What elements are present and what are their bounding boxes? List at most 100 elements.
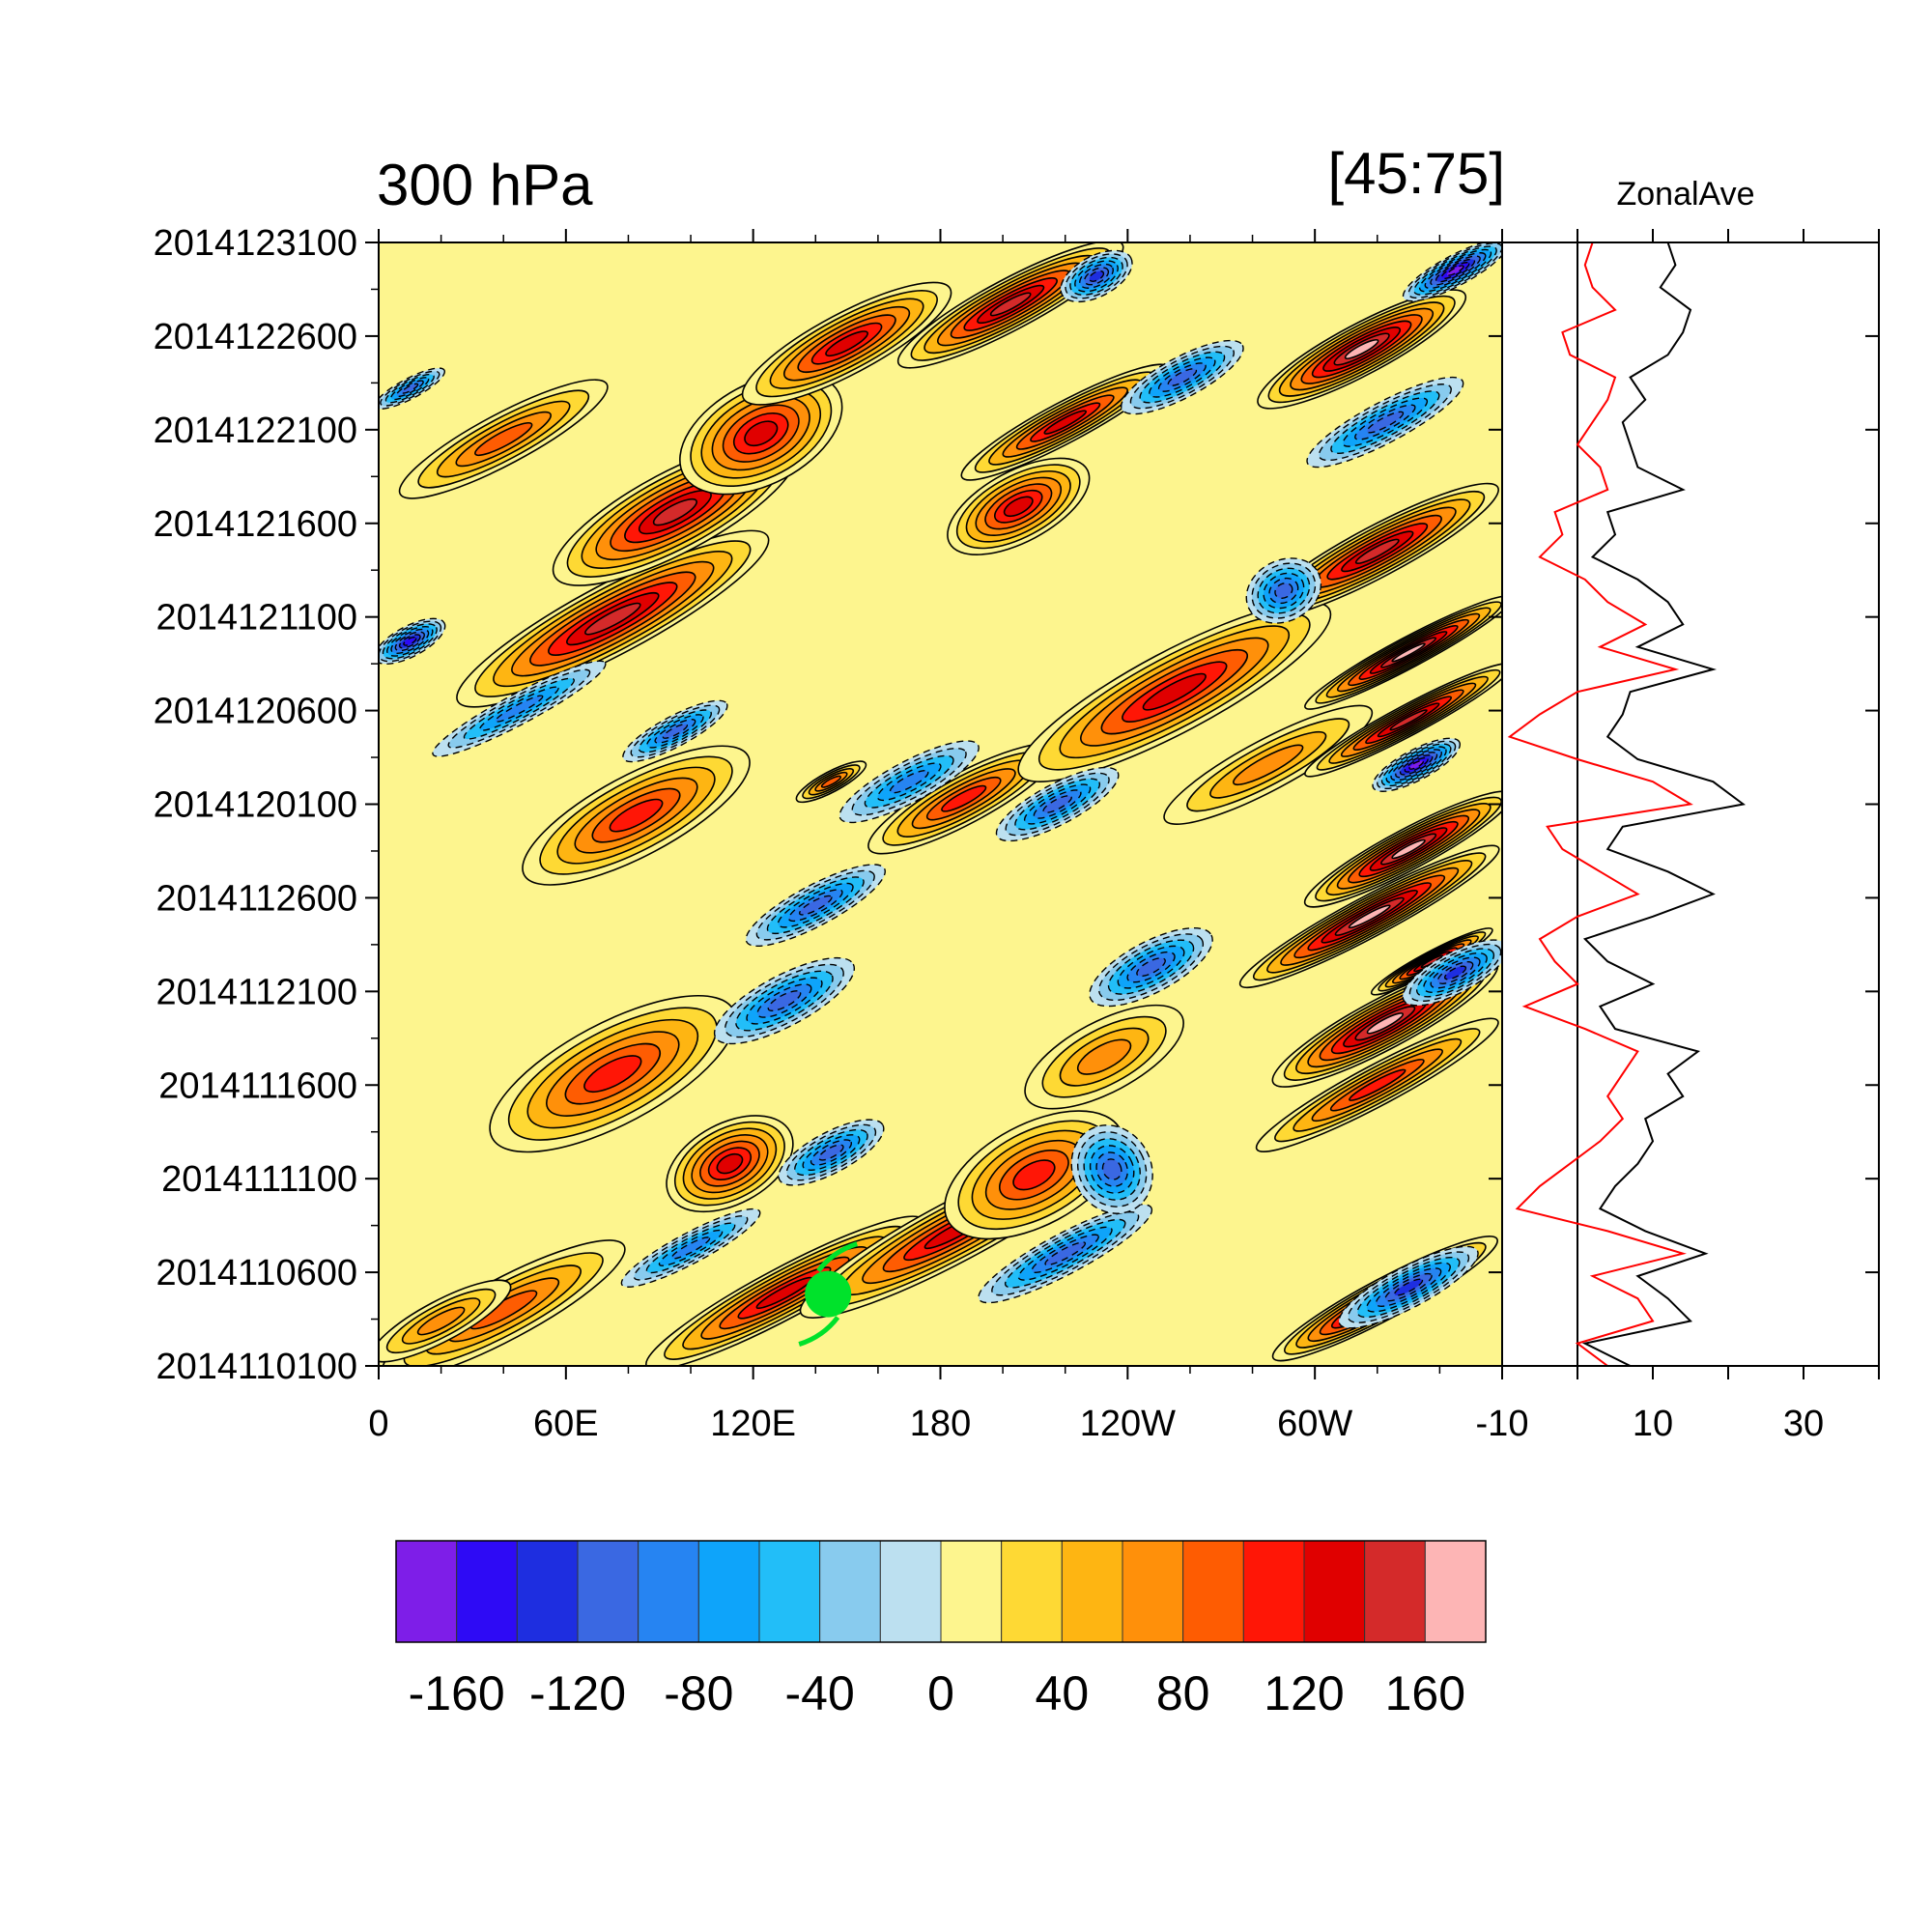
y-tick-label: 2014123100 xyxy=(154,223,357,264)
negative-contour xyxy=(1044,1241,1087,1266)
colorbar-swatch xyxy=(577,1540,639,1643)
colorbar-label: 80 xyxy=(1156,1666,1210,1720)
positive-contour xyxy=(716,1152,744,1175)
anomaly-feature xyxy=(645,1215,923,1366)
typhoon-symbol-icon xyxy=(798,1241,858,1347)
colorbar-swatch xyxy=(395,1540,458,1643)
negative-contour xyxy=(1274,582,1293,599)
colorbar-label: 160 xyxy=(1385,1666,1465,1720)
negative-contour xyxy=(1136,957,1166,978)
y-tick-label: 2014120600 xyxy=(154,692,357,732)
x-tick-label: 120W xyxy=(1080,1404,1176,1444)
colorbar-swatch xyxy=(1242,1540,1305,1643)
negative-contour xyxy=(670,1236,711,1260)
anomaly-feature xyxy=(456,529,770,708)
positive-contour xyxy=(583,1055,642,1094)
positive-contour xyxy=(744,420,779,447)
anomaly-feature xyxy=(778,1119,885,1186)
anomaly-feature xyxy=(795,760,867,804)
x-tick-label: 60W xyxy=(1277,1404,1352,1444)
title-left: 300 hPa xyxy=(377,153,593,217)
negative-contour xyxy=(1167,368,1198,387)
anomaly-feature xyxy=(1238,844,1500,989)
positive-contour xyxy=(1391,642,1426,663)
anomaly-feature xyxy=(1017,601,1332,782)
anomaly-feature xyxy=(379,1279,512,1363)
positive-contour xyxy=(989,292,1032,317)
positive-contour xyxy=(584,602,641,636)
positive-contour xyxy=(825,330,868,357)
colorbar-label: 120 xyxy=(1264,1666,1344,1720)
colorbar-swatch xyxy=(758,1540,821,1643)
anomaly-feature xyxy=(1070,1124,1153,1214)
negative-contour xyxy=(1088,270,1105,282)
positive-contour xyxy=(474,421,533,457)
hovmoller-panel: 2014110100 2014110600 2014111100 2014111600… xyxy=(154,223,1529,1444)
positive-contour xyxy=(941,784,987,812)
negative-contour xyxy=(1042,795,1072,813)
y-tick-label: 2014110600 xyxy=(156,1253,357,1293)
anomaly-feature xyxy=(620,1208,761,1288)
zonal-average-lines xyxy=(1507,242,1747,1366)
anomaly-feature xyxy=(1089,927,1213,1008)
anomaly-feature xyxy=(867,742,1061,855)
typhoon-arm xyxy=(816,1241,858,1273)
positive-contour xyxy=(1142,672,1207,711)
positive-contour xyxy=(1012,1159,1056,1191)
colorbar-swatch xyxy=(940,1540,1003,1643)
anomaly-feature xyxy=(1024,1004,1184,1110)
positive-contour xyxy=(1076,1038,1132,1075)
anomaly-feature xyxy=(947,457,1091,555)
anomaly-feature xyxy=(1255,1017,1499,1152)
positive-contour xyxy=(1233,744,1304,786)
anomaly-feature xyxy=(1303,790,1502,908)
colorbar-swatch xyxy=(456,1540,518,1643)
colorbar-swatch xyxy=(1303,1540,1366,1643)
colorbar-label: -120 xyxy=(529,1666,626,1720)
positive-contour xyxy=(1043,410,1088,435)
colorbar-swatch xyxy=(697,1540,760,1643)
colorbar-swatch xyxy=(638,1540,699,1643)
positive-contour xyxy=(820,775,842,788)
anomaly-feature xyxy=(1163,704,1374,825)
anomaly-field xyxy=(379,242,1502,1366)
anomaly-feature xyxy=(995,766,1120,842)
colorbar-swatch xyxy=(879,1540,942,1643)
x-tick-label: 180 xyxy=(910,1404,971,1444)
colorbar-label: 0 xyxy=(927,1666,954,1720)
anomaly-feature xyxy=(1338,1245,1479,1329)
anomaly-feature xyxy=(1402,242,1502,302)
positive-contour xyxy=(652,497,697,526)
negative-contour xyxy=(401,383,419,394)
anomaly-feature xyxy=(1372,737,1462,792)
negative-contour xyxy=(1446,265,1464,276)
y-tick-label: 2014112100 xyxy=(156,972,357,1012)
main-axis-ticks: 2014110100 2014110600 2014111100 2014111600… xyxy=(154,223,1529,1444)
y-tick-label: 2014111600 xyxy=(158,1065,357,1106)
y-tick-label: 2014111100 xyxy=(161,1159,357,1200)
positive-contour xyxy=(1366,1012,1405,1035)
negative-contour xyxy=(1366,411,1405,434)
colorbar-label: -80 xyxy=(664,1666,733,1720)
y-tick-label: 2014121100 xyxy=(156,598,357,639)
anomaly-feature xyxy=(1245,557,1322,624)
y-tick-label: 2014122600 xyxy=(154,317,357,357)
anomaly-feature xyxy=(1121,339,1244,415)
side-x-tick-label: 30 xyxy=(1783,1404,1824,1444)
positive-contour xyxy=(1003,496,1034,518)
anomaly-feature xyxy=(1304,595,1502,710)
positive-contour xyxy=(1391,838,1426,860)
anomaly-feature xyxy=(1257,289,1467,410)
negative-contour xyxy=(1408,759,1424,770)
negative-contour xyxy=(889,770,929,794)
anomaly-feature xyxy=(1304,662,1502,778)
positive-contour xyxy=(1348,904,1391,929)
colorbar-swatch xyxy=(1061,1540,1123,1643)
x-tick-label: 120E xyxy=(710,1404,796,1444)
y-tick-label: 2014110100 xyxy=(156,1347,357,1387)
typhoon-core xyxy=(805,1270,852,1318)
zonal-average-line xyxy=(1581,242,1747,1366)
y-tick-label: 2014122100 xyxy=(154,411,357,451)
positive-contour xyxy=(1354,538,1400,565)
anomaly-feature xyxy=(622,699,728,763)
